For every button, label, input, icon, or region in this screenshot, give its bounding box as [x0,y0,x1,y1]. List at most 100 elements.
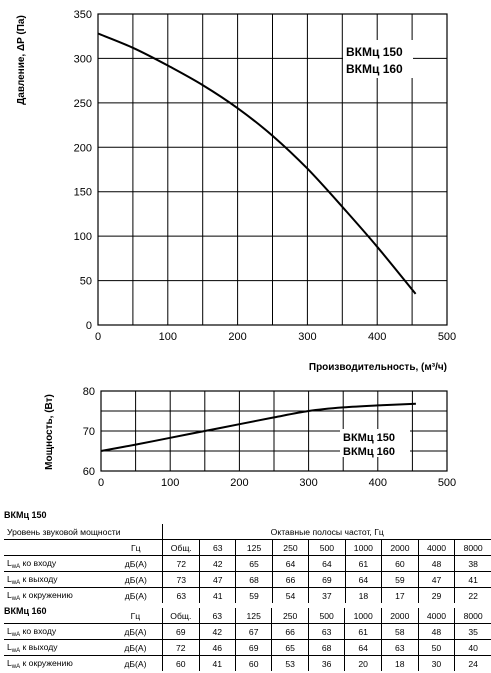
table1-row-unit: дБ(А) [109,555,163,572]
table-cell: 40 [454,639,491,656]
power-x-tick-label: 100 [161,477,179,489]
row-label-subscript: wA [11,563,21,570]
pressure-x-tick-label: 0 [95,331,101,343]
table-cell: 64 [344,571,382,588]
table-cell: 50 [417,639,455,656]
table1-column-header: 125 [235,539,273,556]
row-label-symbol: L [7,589,12,600]
table-cell: 69 [161,623,200,640]
row-label-symbol: L [7,641,12,652]
table1-column-header: 4000 [417,539,455,556]
pressure-x-axis-label: Производительность, (м³/ч) [309,362,447,373]
table-cell: 61 [344,555,382,572]
power-legend-label-1: ВКМц 150 [343,432,395,444]
power-curve [100,402,416,452]
table1-row-unit: дБ(А) [109,587,163,603]
table-cell: 41 [198,655,236,671]
table2-row-label: LwA ко входу [4,623,109,640]
table-cell: 30 [417,655,455,671]
row-label-text: ко входу [20,625,57,636]
table2-column-header: 63 [198,608,236,624]
table-cell: 64 [308,555,346,572]
table1-row-label: LwA к выходу [4,571,110,588]
table1-unit-header: Гц [109,539,163,556]
table2-column-header: 125 [234,608,272,624]
row-label-symbol: L [7,557,12,568]
pressure-y-tick-label: 350 [74,9,92,21]
table2-unit-header: Гц [130,610,141,621]
table-cell: 38 [454,555,491,572]
table-row: LwA ко входу дБ(А) 69 42 67 66 63 61 58 48 35 [4,623,491,640]
pressure-x-tick-label: 300 [298,331,316,343]
table-cell: 17 [381,587,419,603]
pressure-x-tick-label: 100 [159,331,177,343]
power-x-tick-label: 300 [299,477,317,489]
table-cell: 29 [417,587,455,603]
table-cell: 67 [234,623,272,640]
power-legend-box [340,429,410,457]
table2-row-label: LwA к выходу [4,639,109,656]
table-cell: 24 [454,655,491,671]
pressure-x-tick-label: 400 [368,331,386,343]
table-cell: 73 [162,571,200,588]
table-row: LwA к выходу дБ(А) 73 47 68 66 69 64 59 47 41 [4,571,491,588]
table-row: LwA к окружению дБ(А) 63 41 59 54 37 18 17 29 22 [4,587,491,603]
power-x-tick-label: 500 [438,477,456,489]
table-cell: 58 [381,623,419,640]
table2-column-header: Общ. [161,608,200,624]
table-cell: 41 [454,571,491,588]
table-cell: 48 [417,555,455,572]
table-cell: 60 [161,655,200,671]
power-x-tick-label: 200 [230,477,248,489]
pressure-x-tick-label: 200 [228,331,246,343]
table-cell: 18 [344,587,382,603]
table1-column-header: 250 [271,539,309,556]
table-cell: 66 [271,623,309,640]
table-cell: 68 [235,571,273,588]
table2-sound-power: Гц Общ. 63 125 250 500 1000 2000 4000 8000 LwA к… [4,608,491,671]
pressure-legend-label-2: ВКМц 160 [346,62,403,76]
table-cell: 69 [234,639,272,656]
pressure-y-tick-label: 0 [86,320,92,332]
row-label-text: к окружению [20,589,73,600]
table1-columns-row: Гц Общ. 63 125 250 500 1000 2000 4000 8000 [4,539,491,556]
table-cell: 42 [198,623,236,640]
row-label-subscript: wA [11,631,21,638]
pressure-y-tick-label: 300 [74,53,92,65]
power-chart: 0 100 200 300 400 500 60 70 80 ВКМц 150 ВКМц 160… [44,386,456,489]
pressure-y-axis-label: Давление, ΔP (Па) [16,15,27,105]
table-cell: 20 [344,655,382,671]
pressure-curve [97,32,417,295]
row-label-text: к выходу [20,573,58,584]
table-cell: 68 [307,639,345,656]
table2-column-header: 2000 [381,608,419,624]
table1-sound-power: Уровень звуковой мощности Октавные полос… [4,524,491,603]
table2-column-header: 500 [307,608,345,624]
pressure-y-tick-label: 50 [80,276,92,288]
table-cell: 63 [162,587,200,603]
table-cell: 37 [308,587,346,603]
table-cell: 65 [271,639,309,656]
table-row: LwA ко входу дБ(А) 72 42 65 64 64 61 60 48 38 [4,555,491,572]
power-y-tick-label: 70 [83,426,95,438]
table1-column-header: 2000 [381,539,419,556]
table-cell: 41 [199,587,236,603]
table-cell: 69 [308,571,346,588]
row-label-subscript: wA [11,579,21,586]
table-row: LwA к выходу дБ(А) 72 46 69 65 68 64 63 50 40 [4,639,491,656]
table2-column-header: 4000 [417,608,455,624]
pressure-y-tick-label: 150 [74,187,92,199]
table-cell: 63 [307,623,345,640]
table1-column-header: 8000 [454,539,491,556]
table-cell: 66 [271,571,309,588]
power-y-tick-label: 80 [83,386,95,398]
table-cell: 72 [162,555,200,572]
table-cell: 61 [344,623,382,640]
table-cell: 64 [271,555,309,572]
table-cell: 63 [381,639,419,656]
row-label-symbol: L [7,625,12,636]
table2-column-header: 1000 [344,608,382,624]
table2-columns-row: Гц Общ. 63 125 250 500 1000 2000 4000 8000 [4,608,491,624]
row-label-text: к окружению [20,657,73,668]
table1-column-header: Общ. [162,539,200,556]
